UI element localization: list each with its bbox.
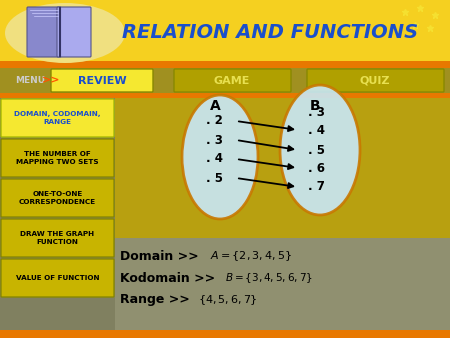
FancyBboxPatch shape — [1, 219, 114, 257]
Bar — [0, 98, 115, 333]
Ellipse shape — [182, 95, 258, 219]
Text: MENU: MENU — [15, 76, 45, 85]
FancyBboxPatch shape — [1, 139, 114, 177]
FancyBboxPatch shape — [1, 99, 114, 137]
Text: THE NUMBER OF
MAPPING TWO SETS: THE NUMBER OF MAPPING TWO SETS — [16, 151, 99, 165]
Text: A: A — [210, 99, 220, 113]
Text: . 4: . 4 — [206, 152, 223, 166]
Text: $A = \{2, 3, 4, 5\}$: $A = \{2, 3, 4, 5\}$ — [210, 249, 292, 263]
Text: . 5: . 5 — [308, 144, 325, 156]
Text: QUIZ: QUIZ — [360, 75, 390, 86]
Text: . 3: . 3 — [206, 134, 223, 146]
Text: . 7: . 7 — [308, 180, 325, 193]
FancyBboxPatch shape — [1, 259, 114, 297]
FancyBboxPatch shape — [57, 7, 91, 57]
Bar — [115, 98, 450, 238]
Text: B: B — [310, 99, 320, 113]
Text: Range >>: Range >> — [120, 293, 190, 307]
Ellipse shape — [280, 85, 360, 215]
Bar — [0, 0, 450, 65]
Text: $\{4, 5, 6, 7\}$: $\{4, 5, 6, 7\}$ — [198, 293, 258, 307]
Text: . 4: . 4 — [308, 123, 325, 137]
Text: VALUE OF FUNCTION: VALUE OF FUNCTION — [16, 275, 99, 281]
Bar — [0, 61, 450, 68]
Bar — [115, 238, 450, 333]
Text: $B = \{3, 4, 5, 6, 7\}$: $B = \{3, 4, 5, 6, 7\}$ — [225, 271, 312, 285]
Bar — [0, 330, 450, 338]
FancyBboxPatch shape — [27, 7, 61, 57]
Text: DOMAIN, CODOMAIN,
RANGE: DOMAIN, CODOMAIN, RANGE — [14, 111, 101, 125]
Text: . 3: . 3 — [308, 105, 325, 119]
Text: . 2: . 2 — [206, 115, 223, 127]
Text: >>: >> — [42, 75, 60, 86]
Text: RELATION AND FUNCTIONS: RELATION AND FUNCTIONS — [122, 23, 418, 42]
Bar — [0, 93, 450, 98]
Text: . 5: . 5 — [206, 171, 223, 185]
Bar — [0, 68, 450, 93]
Text: Kodomain >>: Kodomain >> — [120, 271, 215, 285]
Text: . 6: . 6 — [308, 162, 325, 174]
Text: GAME: GAME — [214, 75, 250, 86]
FancyBboxPatch shape — [51, 69, 153, 92]
FancyBboxPatch shape — [1, 179, 114, 217]
Text: Domain >>: Domain >> — [120, 249, 198, 263]
FancyBboxPatch shape — [174, 69, 291, 92]
Text: REVIEW: REVIEW — [78, 75, 126, 86]
Text: ONE-TO-ONE
CORRESPONDENCE: ONE-TO-ONE CORRESPONDENCE — [19, 191, 96, 205]
Text: DRAW THE GRAPH
FUNCTION: DRAW THE GRAPH FUNCTION — [20, 231, 94, 245]
Ellipse shape — [5, 3, 125, 63]
FancyBboxPatch shape — [307, 69, 444, 92]
